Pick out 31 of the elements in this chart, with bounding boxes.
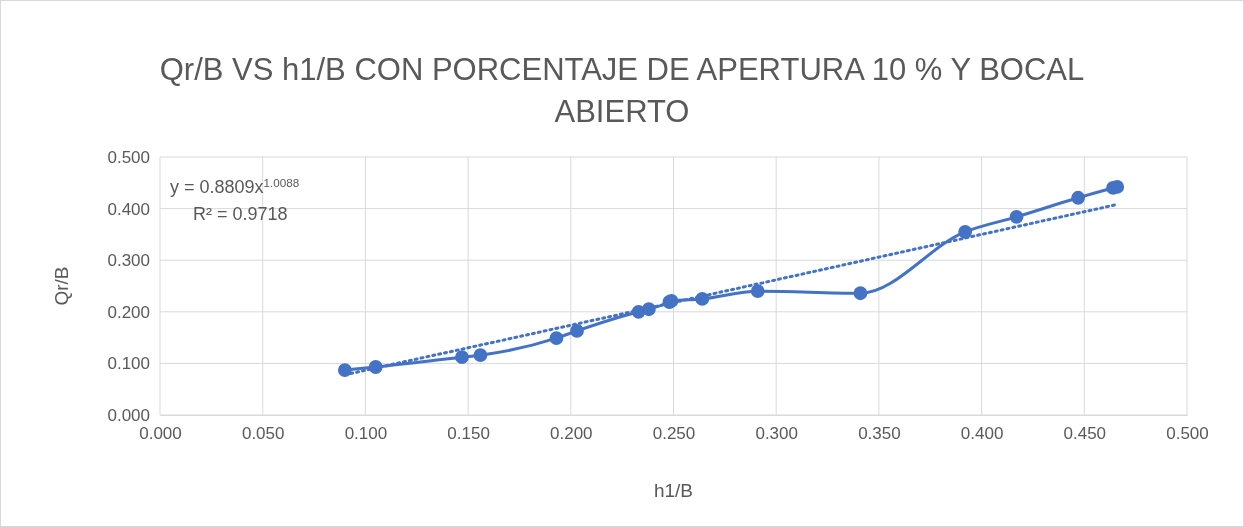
x-tick-label: 0.450 — [1063, 424, 1107, 444]
point — [455, 350, 469, 365]
x-tick-label: 0.300 — [755, 424, 798, 444]
point — [853, 286, 868, 301]
x-axis-title: h1/B — [653, 480, 694, 501]
x-tick-label: 0.400 — [960, 424, 1004, 444]
annotation: y = 0.8809x$^{1.0088}$ — [170, 175, 300, 197]
x-tick-label: 0.150 — [447, 424, 490, 444]
x-tick-label: 0.250 — [652, 424, 696, 444]
point — [750, 284, 765, 299]
x-tick-label: 0.050 — [241, 424, 285, 444]
x-tick-label: 0.500 — [1166, 424, 1209, 444]
y-tick-label: 0.200 — [107, 302, 150, 322]
y-tick-label: 0.400 — [107, 199, 150, 219]
y-tick-label: 0.300 — [107, 251, 150, 271]
y-tick-label: 0.100 — [107, 354, 150, 374]
x-tick-label: 0.200 — [550, 424, 593, 444]
point — [958, 224, 973, 239]
y-axis-title: Qr/B — [51, 266, 72, 306]
y-tick-label: 0.500 — [107, 147, 150, 167]
point — [1009, 209, 1024, 224]
y-tick-label: 0.000 — [107, 405, 150, 425]
annotation: R² = 0.9718 — [193, 204, 288, 224]
point — [549, 331, 564, 346]
chart-title: Qr/B VS h1/B CON PORCENTAJE DE APERTURA 10 % Y BOCAL ABIERTO — [159, 52, 1085, 129]
x-tick-label: 0.000 — [139, 424, 182, 444]
point — [473, 348, 488, 363]
x-tick-label: 0.100 — [344, 424, 388, 444]
point — [1071, 190, 1086, 205]
point — [570, 324, 584, 338]
x-tick-label: 0.350 — [858, 424, 901, 444]
